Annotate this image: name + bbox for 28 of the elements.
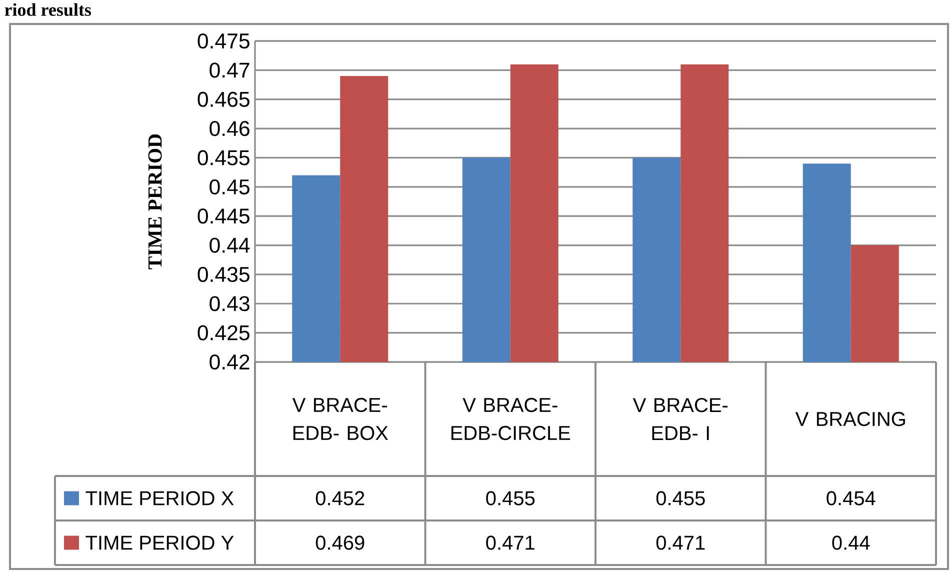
y-tick-label: 0.425 [198, 325, 250, 340]
y-tick-label: 0.445 [198, 208, 250, 224]
text: riod results [4, 3, 91, 16]
y-tick-label: 0.475 [198, 33, 250, 49]
data-label: 0.471 [656, 536, 705, 550]
legend-label: TIME PERIOD Y [86, 536, 234, 550]
data-label: 0.454 [826, 491, 876, 506]
y-tick-label: 0.465 [198, 92, 250, 107]
data-label: 0.471 [486, 536, 534, 550]
y-tick-label: 0.435 [198, 266, 250, 282]
y-tick-label: 0.44 [210, 238, 250, 253]
x-tick-label: V BRACING [795, 412, 905, 426]
y-axis-title: TIME PERIOD [148, 134, 162, 270]
data-label: 0.44 [832, 536, 870, 550]
y-tick-label: 0.45 [210, 179, 250, 194]
x-tick-label: V BRACE-EDB- I [632, 398, 728, 440]
y-tick-label: 0.43 [210, 296, 250, 312]
y-tick-label: 0.47 [210, 62, 250, 78]
x-tick-label: V BRACE-EDB- BOX [292, 398, 388, 440]
data-label: 0.455 [656, 491, 705, 506]
x-tick-label: V BRACE-EDB-CIRCLE [451, 398, 570, 440]
data-label: 0.452 [316, 491, 364, 506]
data-label: 0.469 [316, 536, 364, 550]
y-tick-label: 0.42 [210, 354, 250, 370]
data-label: 0.455 [486, 491, 535, 506]
legend-label: TIME PERIOD X [86, 491, 234, 506]
y-tick-label: 0.46 [210, 120, 250, 136]
y-tick-label: 0.455 [198, 150, 250, 166]
